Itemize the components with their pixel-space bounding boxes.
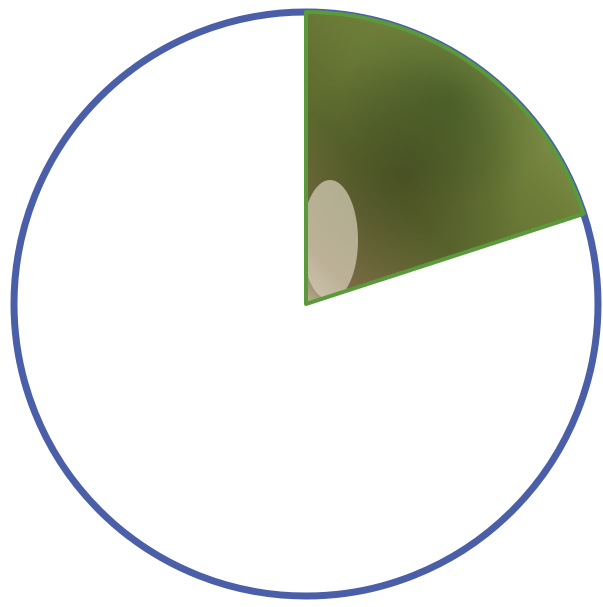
sector-outline (304, 10, 586, 306)
